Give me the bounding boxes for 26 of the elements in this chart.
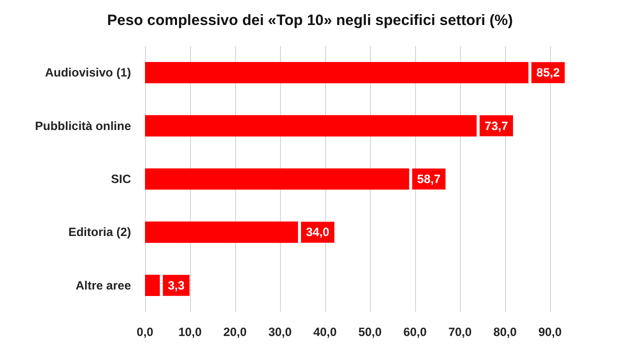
data-label: 85,2: [536, 66, 560, 80]
chart-title: Peso complessivo dei «Top 10» negli specifici settori (%): [107, 12, 513, 29]
bar: [145, 168, 410, 190]
y-tick-label: Pubblicità online: [34, 118, 132, 133]
x-tick-label: 40,0: [313, 325, 337, 339]
data-label: 58,7: [417, 172, 441, 186]
x-tick-label: 50,0: [358, 325, 382, 339]
x-tick-label: 70,0: [448, 325, 472, 339]
data-label: 34,0: [306, 225, 330, 240]
x-tick-label: 10,0: [178, 325, 202, 339]
x-tick-label: 60,0: [403, 325, 427, 339]
y-tick-label: Altre aree: [76, 278, 132, 292]
x-tick-label: 30,0: [268, 325, 292, 339]
data-label: 3,3: [168, 278, 185, 292]
x-tick-label: 80,0: [493, 325, 517, 339]
y-tick-label: Audiovisivo (1): [44, 66, 131, 80]
y-tick-label: SIC: [110, 172, 132, 186]
x-tick-label: 0,0: [136, 325, 154, 339]
bar: [145, 62, 528, 84]
x-tick-label: 90,0: [538, 325, 562, 339]
x-tick-label: 20,0: [223, 325, 247, 339]
data-label: 73,7: [484, 118, 508, 133]
y-tick-label: Editoria (2): [68, 225, 132, 240]
bar: [145, 274, 160, 296]
bar: [145, 222, 298, 243]
bar: [145, 115, 477, 136]
